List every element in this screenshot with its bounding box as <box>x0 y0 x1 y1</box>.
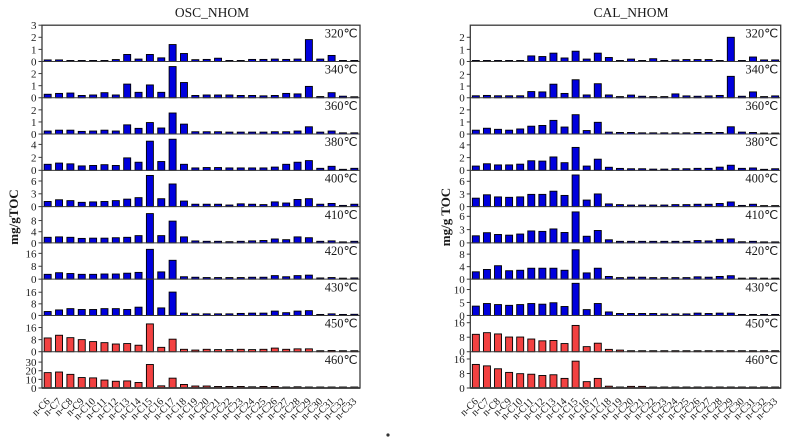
svg-text:1: 1 <box>459 81 465 93</box>
svg-text:0: 0 <box>31 93 37 105</box>
svg-text:450℃: 450℃ <box>745 317 778 331</box>
svg-text:340℃: 340℃ <box>325 63 358 77</box>
svg-text:400℃: 400℃ <box>745 172 778 186</box>
svg-text:2: 2 <box>31 32 37 44</box>
svg-text:360℃: 360℃ <box>325 99 358 113</box>
svg-text:410℃: 410℃ <box>325 208 358 222</box>
svg-text:2: 2 <box>459 152 465 164</box>
svg-text:8: 8 <box>31 335 37 347</box>
svg-text:400℃: 400℃ <box>325 172 358 186</box>
svg-text:2: 2 <box>31 68 37 80</box>
svg-text:460℃: 460℃ <box>745 353 778 367</box>
svg-text:8: 8 <box>459 332 465 344</box>
svg-text:2: 2 <box>459 69 465 81</box>
svg-text:3: 3 <box>459 189 465 201</box>
svg-text:2: 2 <box>459 105 465 117</box>
svg-text:340℃: 340℃ <box>745 63 778 77</box>
svg-text:16: 16 <box>454 354 466 366</box>
svg-text:360℃: 360℃ <box>745 99 778 113</box>
svg-text:16: 16 <box>454 318 466 330</box>
svg-text:0: 0 <box>31 383 37 395</box>
svg-text:16: 16 <box>26 322 38 334</box>
svg-text:4: 4 <box>459 140 465 152</box>
svg-text:0: 0 <box>459 56 465 68</box>
svg-text:0: 0 <box>459 274 465 286</box>
svg-text:0: 0 <box>459 165 465 177</box>
svg-text:460℃: 460℃ <box>325 353 358 367</box>
svg-text:0: 0 <box>31 238 37 250</box>
svg-text:0: 0 <box>459 202 465 214</box>
svg-text:4: 4 <box>459 262 465 274</box>
svg-text:320℃: 320℃ <box>745 26 778 40</box>
svg-text:1: 1 <box>31 81 37 93</box>
svg-text:30: 30 <box>26 357 38 369</box>
svg-text:3: 3 <box>459 225 465 237</box>
svg-text:0: 0 <box>31 274 37 286</box>
svg-text:8: 8 <box>31 215 37 227</box>
svg-text:380℃: 380℃ <box>745 135 778 149</box>
svg-text:1: 1 <box>459 117 465 129</box>
svg-text:380℃: 380℃ <box>325 135 358 149</box>
svg-text:1: 1 <box>459 44 465 56</box>
svg-text:0: 0 <box>459 238 465 250</box>
svg-text:mg/gTOC: mg/gTOC <box>6 189 21 244</box>
svg-text:6: 6 <box>31 176 37 188</box>
svg-text:2: 2 <box>31 105 37 117</box>
svg-text:10: 10 <box>26 374 38 386</box>
svg-text:2: 2 <box>31 152 37 164</box>
svg-text:16: 16 <box>26 248 38 260</box>
svg-text:20: 20 <box>26 366 38 378</box>
svg-text:8: 8 <box>31 299 37 311</box>
svg-text:0: 0 <box>31 202 37 214</box>
svg-text:16: 16 <box>26 287 38 299</box>
svg-text:mg/g TOC: mg/g TOC <box>438 188 453 246</box>
svg-text:CAL_NHOM: CAL_NHOM <box>593 5 668 20</box>
svg-text:8: 8 <box>459 249 465 261</box>
svg-text:0: 0 <box>459 310 465 322</box>
svg-text:5: 5 <box>459 297 465 309</box>
svg-text:4: 4 <box>31 227 37 239</box>
svg-text:OSC_NHOM: OSC_NHOM <box>175 5 249 20</box>
svg-text:430℃: 430℃ <box>325 280 358 294</box>
svg-text:0: 0 <box>31 347 37 359</box>
svg-text:3: 3 <box>31 20 37 32</box>
svg-text:430℃: 430℃ <box>745 280 778 294</box>
svg-text:10: 10 <box>454 284 466 296</box>
svg-text:450℃: 450℃ <box>325 317 358 331</box>
svg-text:1: 1 <box>31 117 37 129</box>
svg-text:420℃: 420℃ <box>745 244 778 258</box>
svg-text:410℃: 410℃ <box>745 208 778 222</box>
svg-text:8: 8 <box>31 261 37 273</box>
svg-text:0: 0 <box>459 129 465 141</box>
svg-text:3: 3 <box>31 189 37 201</box>
svg-text:0: 0 <box>31 165 37 177</box>
svg-text:4: 4 <box>31 139 37 151</box>
svg-text:2: 2 <box>459 32 465 44</box>
svg-text:420℃: 420℃ <box>325 244 358 258</box>
svg-text:320℃: 320℃ <box>325 26 358 40</box>
svg-text:0: 0 <box>31 129 37 141</box>
svg-text:6: 6 <box>459 176 465 188</box>
svg-text:0: 0 <box>459 93 465 105</box>
svg-text:0: 0 <box>459 347 465 359</box>
svg-text:0: 0 <box>459 383 465 395</box>
svg-text:8: 8 <box>459 368 465 380</box>
svg-text:0: 0 <box>31 56 37 68</box>
svg-text:1: 1 <box>31 44 37 56</box>
svg-text:6: 6 <box>459 211 465 223</box>
svg-text:0: 0 <box>31 310 37 322</box>
